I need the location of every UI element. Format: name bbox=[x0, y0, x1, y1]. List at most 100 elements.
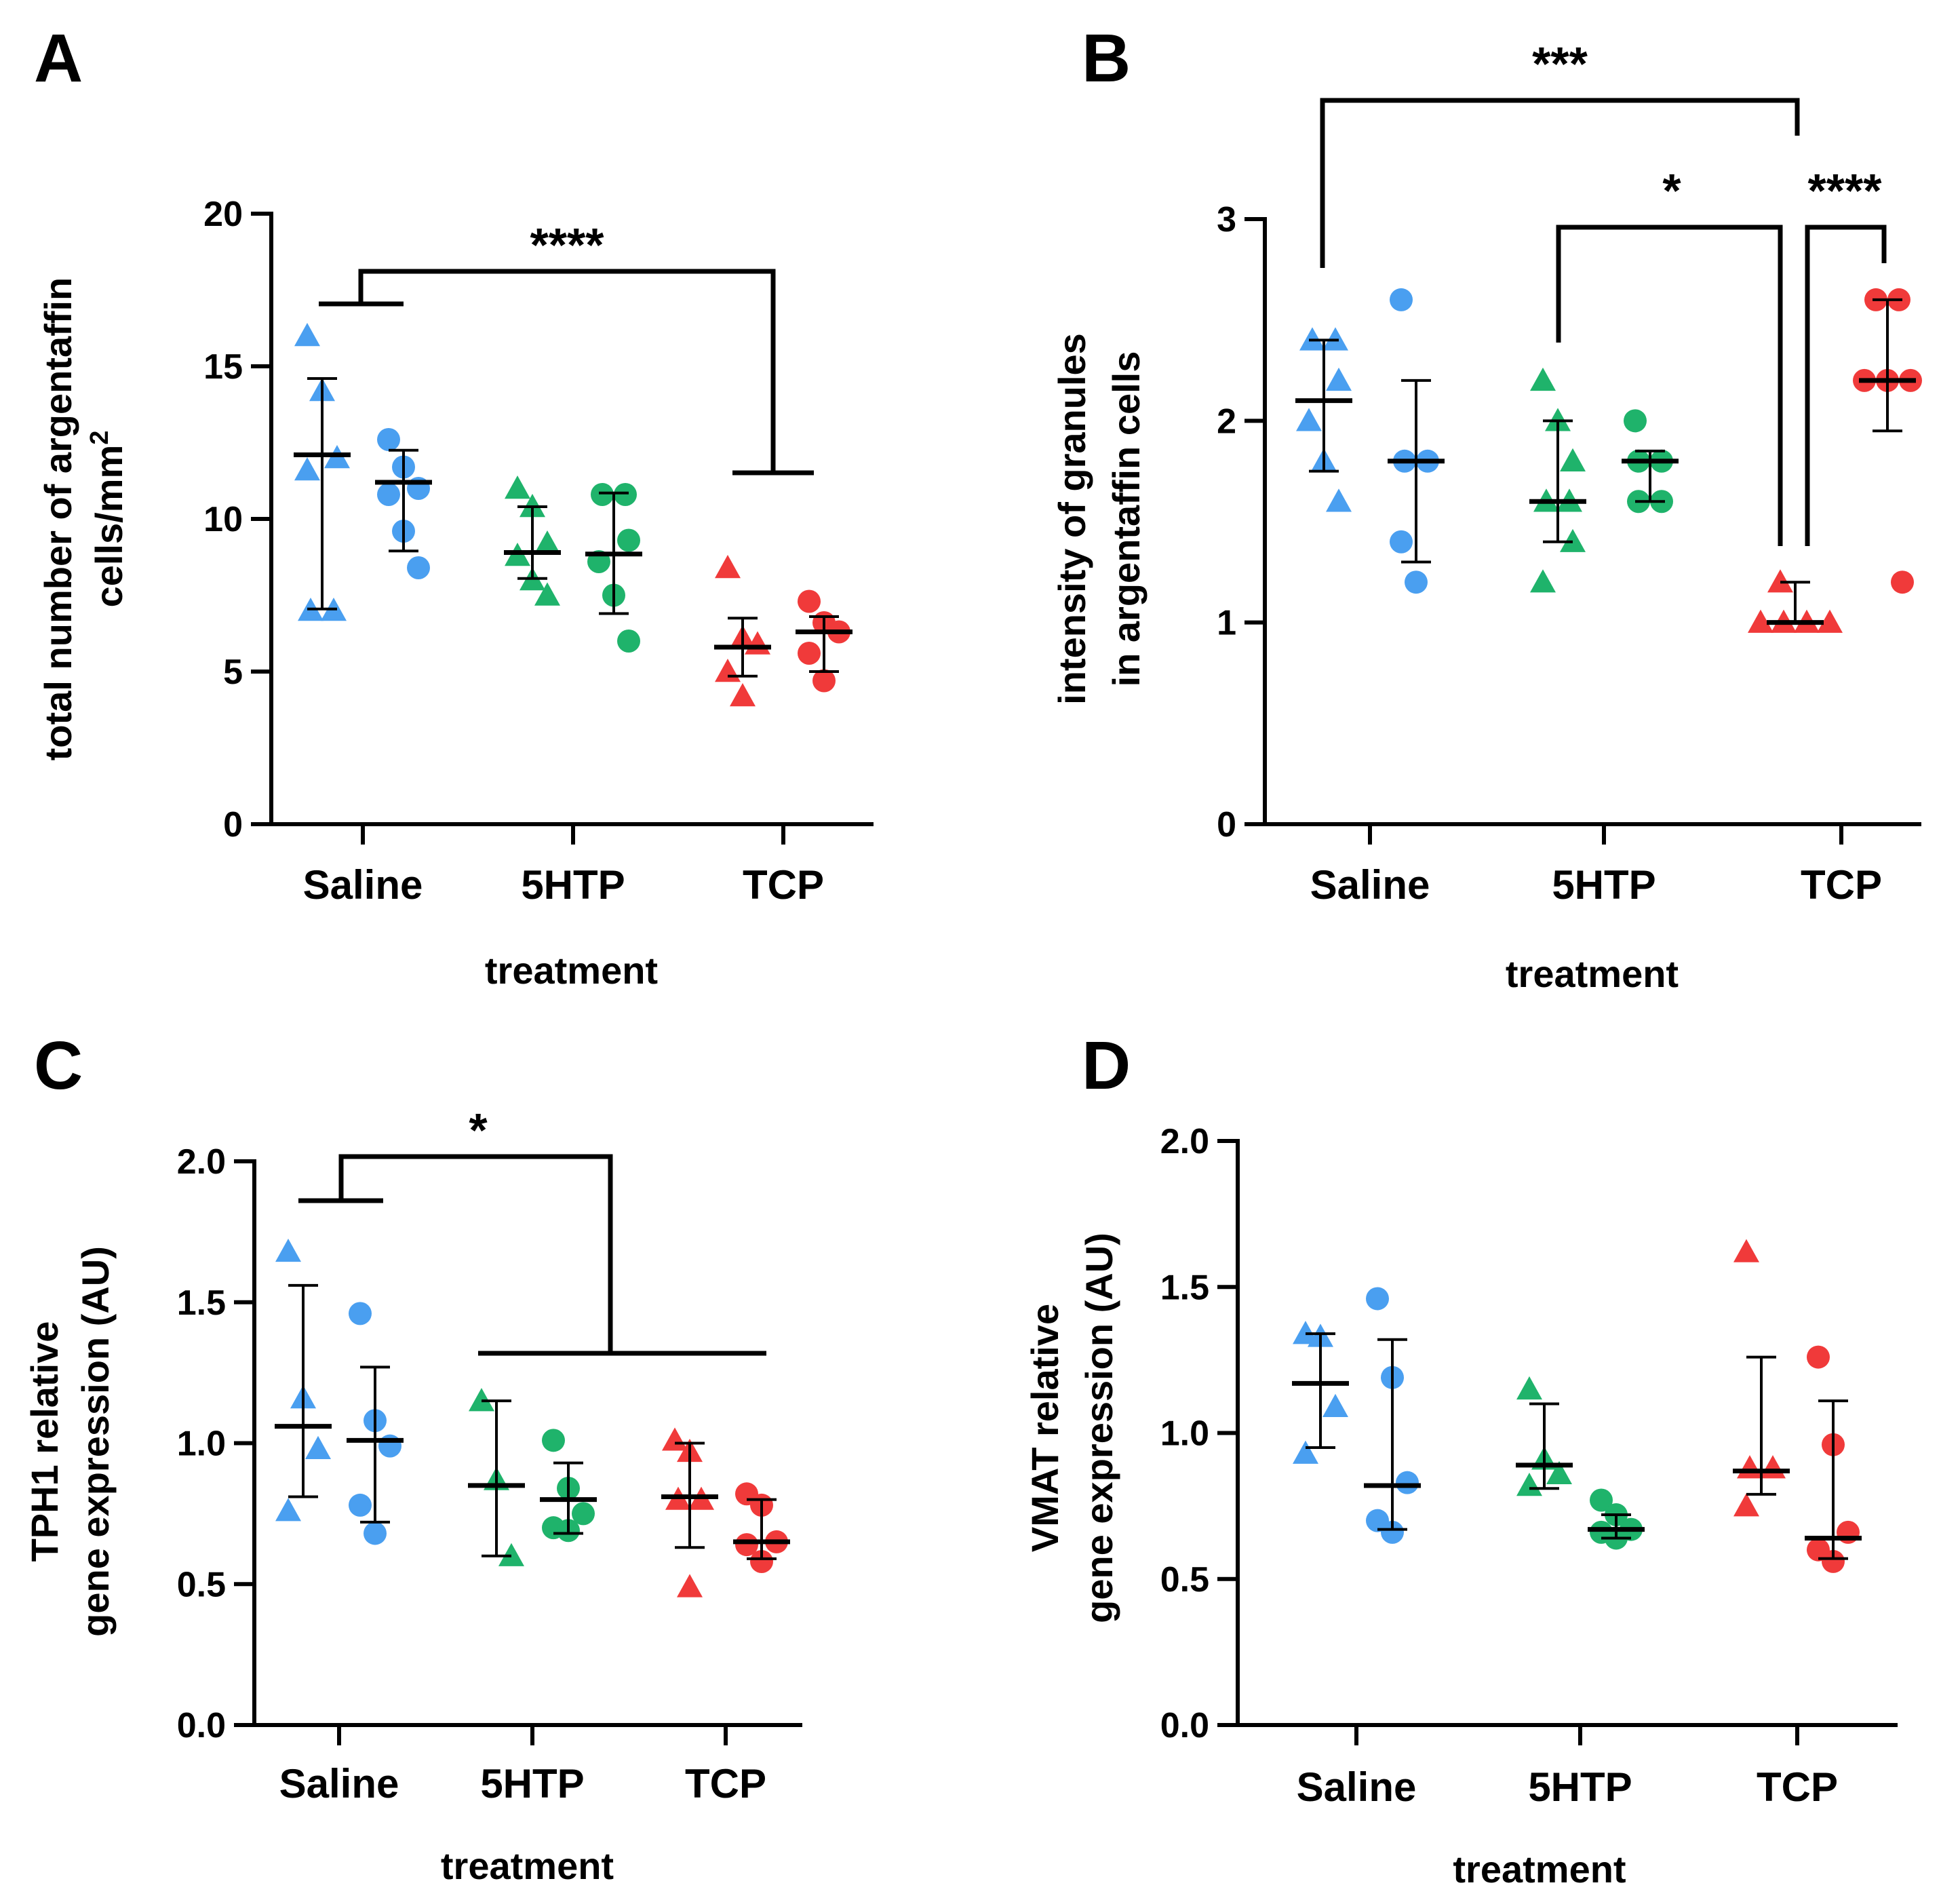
y-tick-label: 1.5 bbox=[177, 1283, 226, 1323]
axes bbox=[1236, 1139, 1898, 1727]
group-saline-circle bbox=[1364, 1287, 1421, 1544]
panel-D: D 0.0 0.5 1.0 1.5 2.0 Saline 5HTP TCP treatment VM… bbox=[1023, 1028, 1898, 1891]
panel-label: D bbox=[1082, 1028, 1131, 1104]
data-point-circle bbox=[377, 428, 400, 451]
y-tick-label: 2 bbox=[1217, 402, 1236, 441]
data-point-triangle bbox=[1737, 1455, 1763, 1479]
data-point-triangle bbox=[1516, 1376, 1542, 1400]
significance-label: **** bbox=[530, 218, 605, 271]
y-tick-label: 3 bbox=[1217, 200, 1236, 239]
x-axis-title: treatment bbox=[1453, 1848, 1626, 1891]
y-tick-label: 0.5 bbox=[177, 1565, 226, 1604]
group-saline-triangle bbox=[294, 323, 351, 621]
data-point-circle bbox=[617, 528, 640, 552]
y-tick-label: 10 bbox=[203, 500, 243, 539]
data-point-circle bbox=[591, 483, 614, 506]
axes bbox=[252, 1159, 802, 1727]
y-tick-label: 5 bbox=[223, 653, 243, 692]
significance-bracket bbox=[1556, 225, 1783, 546]
panel-label: C bbox=[34, 1028, 83, 1104]
y-tick-label: 0 bbox=[1217, 805, 1236, 845]
group-tcp-triangle bbox=[1748, 569, 1843, 633]
data-point-triangle bbox=[730, 683, 756, 707]
data-point-circle bbox=[798, 589, 821, 613]
group-5htp-circle bbox=[585, 483, 642, 653]
data-point-circle bbox=[407, 556, 430, 579]
data-point-circle bbox=[1405, 570, 1428, 594]
group-5htp-circle bbox=[1588, 1488, 1645, 1550]
data-point-triangle bbox=[534, 582, 560, 606]
data-point-circle bbox=[377, 483, 400, 506]
group-saline-circle bbox=[375, 428, 432, 579]
group-saline-triangle bbox=[1295, 327, 1352, 512]
y-tick-label: 2.0 bbox=[1160, 1122, 1209, 1161]
x-tick-label: 5HTP bbox=[1552, 862, 1655, 908]
significance-bracket bbox=[1320, 98, 1800, 268]
data-point-circle bbox=[812, 669, 836, 693]
data-point-triangle bbox=[505, 476, 530, 499]
group-5htp-triangle bbox=[1529, 367, 1586, 593]
x-tick-label: Saline bbox=[279, 1761, 399, 1806]
data-point-circle bbox=[1366, 1287, 1389, 1311]
y-axis-title: in argentaffin cells bbox=[1105, 351, 1148, 687]
x-tick-label: 5HTP bbox=[521, 862, 625, 908]
significance-bracket bbox=[298, 1154, 766, 1356]
data-point-triangle bbox=[662, 1427, 688, 1451]
group-tcp-triangle bbox=[1733, 1239, 1790, 1517]
data-point-triangle bbox=[1760, 1455, 1786, 1479]
data-point-triangle bbox=[1530, 569, 1556, 593]
x-tick-label: TCP bbox=[685, 1761, 766, 1806]
group-tcp-triangle bbox=[714, 555, 771, 707]
panel-label: A bbox=[34, 20, 83, 96]
group-5htp-circle bbox=[540, 1429, 597, 1543]
data-point-circle bbox=[349, 1302, 372, 1325]
significance: **** **** bbox=[1320, 37, 1887, 546]
data-point-circle bbox=[1891, 570, 1914, 594]
data-point-triangle bbox=[534, 530, 560, 554]
data-point-triangle bbox=[294, 323, 320, 347]
group-5htp-circle bbox=[1622, 409, 1679, 514]
significance-bracket bbox=[1805, 225, 1887, 546]
x-tick-label: TCP bbox=[1801, 862, 1882, 908]
y-tick-label: 0.0 bbox=[1160, 1706, 1209, 1745]
data-point-triangle bbox=[275, 1498, 301, 1522]
y-tick-label: 1.5 bbox=[1160, 1268, 1209, 1307]
x-tick-label: Saline bbox=[1310, 862, 1430, 908]
group-5htp-triangle bbox=[1516, 1376, 1573, 1496]
panel-label: B bbox=[1082, 20, 1131, 96]
data-point-circle bbox=[1822, 1549, 1845, 1573]
data-point-triangle bbox=[715, 555, 741, 579]
significance-label: * bbox=[469, 1104, 488, 1157]
x-tick-label: 5HTP bbox=[1528, 1764, 1632, 1810]
data-point-circle bbox=[542, 1429, 565, 1452]
y-axis-title: total number of argentaffin bbox=[37, 277, 79, 760]
significance: **** bbox=[319, 218, 814, 476]
panel-A: A 0 5 10 15 20 Saline 5HTP TCP treatment total num… bbox=[34, 20, 874, 992]
y-axis-title: VMAT relative bbox=[1023, 1304, 1066, 1552]
data-point-circle bbox=[1381, 1520, 1404, 1544]
group-tcp-triangle bbox=[661, 1427, 718, 1597]
data-point-circle bbox=[798, 642, 821, 665]
y-tick-label: 20 bbox=[203, 195, 243, 234]
data-point-circle bbox=[349, 1493, 372, 1517]
panel-B: B 0 1 2 3 Saline 5HTP TCP treatment intensity of … bbox=[1051, 20, 1922, 995]
data-point-triangle bbox=[715, 659, 741, 682]
data-point-triangle bbox=[677, 1574, 703, 1597]
data-point-circle bbox=[750, 1550, 773, 1574]
significance-bracket bbox=[319, 269, 814, 476]
data-point-circle bbox=[572, 1502, 595, 1526]
group-tcp-circle bbox=[1853, 288, 1922, 594]
significance-label: * bbox=[1662, 164, 1681, 217]
data-point-circle bbox=[1624, 409, 1647, 433]
data-point-triangle bbox=[1733, 1239, 1759, 1262]
data-point-circle bbox=[1390, 288, 1413, 311]
group-saline-circle bbox=[1388, 288, 1445, 594]
x-tick-label: TCP bbox=[1757, 1764, 1838, 1810]
x-axis-title: treatment bbox=[441, 1844, 614, 1887]
data-point-triangle bbox=[1748, 609, 1773, 633]
y-axis-title: TPH1 relative bbox=[23, 1321, 66, 1562]
data-point-triangle bbox=[1516, 1472, 1542, 1496]
y-tick-label: 1.0 bbox=[1160, 1414, 1209, 1454]
group-saline-circle bbox=[347, 1302, 404, 1545]
